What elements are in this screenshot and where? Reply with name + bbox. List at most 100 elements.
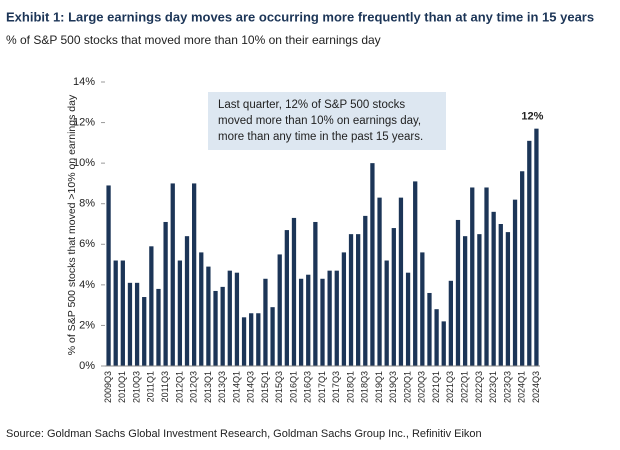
bar <box>234 272 240 366</box>
x-tick-label: 2010Q1 <box>117 371 127 403</box>
x-tick-label: 2016Q3 <box>303 371 313 403</box>
y-tick-label: 12% <box>73 116 95 128</box>
x-tick-label: 2022Q3 <box>474 371 484 403</box>
x-tick-label: 2017Q1 <box>317 371 327 403</box>
bar <box>291 217 297 366</box>
x-tick-label: 2021Q3 <box>445 371 455 403</box>
x-tick-label: 2019Q3 <box>388 371 398 403</box>
annotation-box <box>208 92 446 150</box>
x-tick-label: 2011Q3 <box>160 371 170 402</box>
bar <box>177 260 183 366</box>
y-tick-label: 2% <box>79 319 95 331</box>
bar <box>391 228 396 366</box>
bar <box>534 128 539 366</box>
bar <box>334 270 339 366</box>
y-tick-label: 6% <box>79 238 95 250</box>
bar <box>170 183 175 366</box>
bar <box>127 282 133 366</box>
y-tick-label: 10% <box>73 157 95 169</box>
x-tick-label: 2023Q1 <box>488 371 498 403</box>
bar <box>434 309 439 366</box>
bar <box>327 270 332 366</box>
value-label: 12% <box>521 111 543 123</box>
chart-subtitle: % of S&P 500 stocks that moved more than… <box>6 33 381 47</box>
bar <box>298 278 304 366</box>
bar <box>413 181 418 366</box>
bar <box>398 197 404 366</box>
bar <box>341 252 347 366</box>
x-tick-label: 2013Q3 <box>217 371 227 403</box>
y-tick-label: 8% <box>79 198 95 210</box>
x-tick-label: 2018Q3 <box>360 371 370 403</box>
x-tick-label: 2012Q1 <box>174 371 184 403</box>
x-tick-label: 2015Q3 <box>274 371 284 403</box>
bar <box>249 313 254 366</box>
bar <box>527 140 532 366</box>
bar <box>277 254 282 366</box>
bar <box>220 286 225 366</box>
bar <box>199 252 204 366</box>
bar <box>491 211 496 366</box>
bar <box>113 260 118 366</box>
bar <box>348 234 354 366</box>
bar <box>192 183 197 366</box>
bar <box>320 278 325 366</box>
bar <box>156 288 161 366</box>
x-tick-label: 2015Q1 <box>260 371 270 403</box>
bar <box>256 313 261 366</box>
bar <box>106 185 111 366</box>
bar <box>134 282 140 366</box>
bar <box>142 297 147 366</box>
bar <box>213 290 218 366</box>
x-tick-label: 2010Q3 <box>131 371 141 403</box>
x-tick-label: 2011Q1 <box>146 371 156 402</box>
bar <box>520 171 525 366</box>
x-tick-label: 2014Q3 <box>246 371 256 403</box>
bar <box>448 280 453 366</box>
bar <box>384 260 389 366</box>
bar <box>505 232 511 366</box>
x-tick-label: 2014Q1 <box>231 371 241 403</box>
x-tick-label: 2020Q1 <box>402 371 412 403</box>
x-tick-label: 2013Q1 <box>203 371 213 403</box>
y-tick-label: 14% <box>73 76 95 88</box>
bar <box>313 221 318 366</box>
bar <box>263 278 268 366</box>
bar <box>484 187 489 366</box>
x-tick-label: 2024Q1 <box>517 371 527 403</box>
bar <box>427 292 432 366</box>
bar <box>306 274 311 366</box>
bar <box>370 163 375 366</box>
x-tick-label: 2009Q3 <box>103 371 113 403</box>
bar <box>377 197 382 366</box>
bar <box>284 230 289 366</box>
x-tick-label: 2018Q1 <box>345 371 355 403</box>
x-tick-label: 2012Q3 <box>189 371 199 403</box>
bar <box>241 317 247 366</box>
bar <box>498 224 503 366</box>
x-tick-label: 2021Q1 <box>431 371 441 403</box>
bar <box>441 321 446 366</box>
bar <box>227 270 232 366</box>
x-tick-label: 2016Q1 <box>288 371 298 403</box>
bar <box>512 199 518 366</box>
x-tick-label: 2024Q3 <box>531 371 541 403</box>
bar <box>405 272 411 366</box>
x-tick-label: 2023Q3 <box>502 371 512 403</box>
annotation-line: more than any time in the past 15 years. <box>218 131 423 143</box>
x-tick-label: 2020Q3 <box>417 371 427 403</box>
y-tick-label: 0% <box>79 360 95 372</box>
source-note: Source: Goldman Sachs Global Investment … <box>6 428 482 440</box>
bar <box>363 215 368 366</box>
chart-title: Exhibit 1: Large earnings day moves are … <box>6 9 594 24</box>
bar <box>163 221 168 366</box>
bar <box>206 266 211 366</box>
annotation-line: Last quarter, 12% of S&P 500 stocks <box>218 99 405 111</box>
x-tick-label: 2022Q1 <box>459 371 469 403</box>
annotation-line: moved more than 10% on earnings day, <box>218 115 421 127</box>
bar <box>356 234 361 366</box>
x-tick-label: 2019Q1 <box>374 371 384 403</box>
x-tick-label: 2017Q3 <box>331 371 341 403</box>
bar <box>470 187 475 366</box>
